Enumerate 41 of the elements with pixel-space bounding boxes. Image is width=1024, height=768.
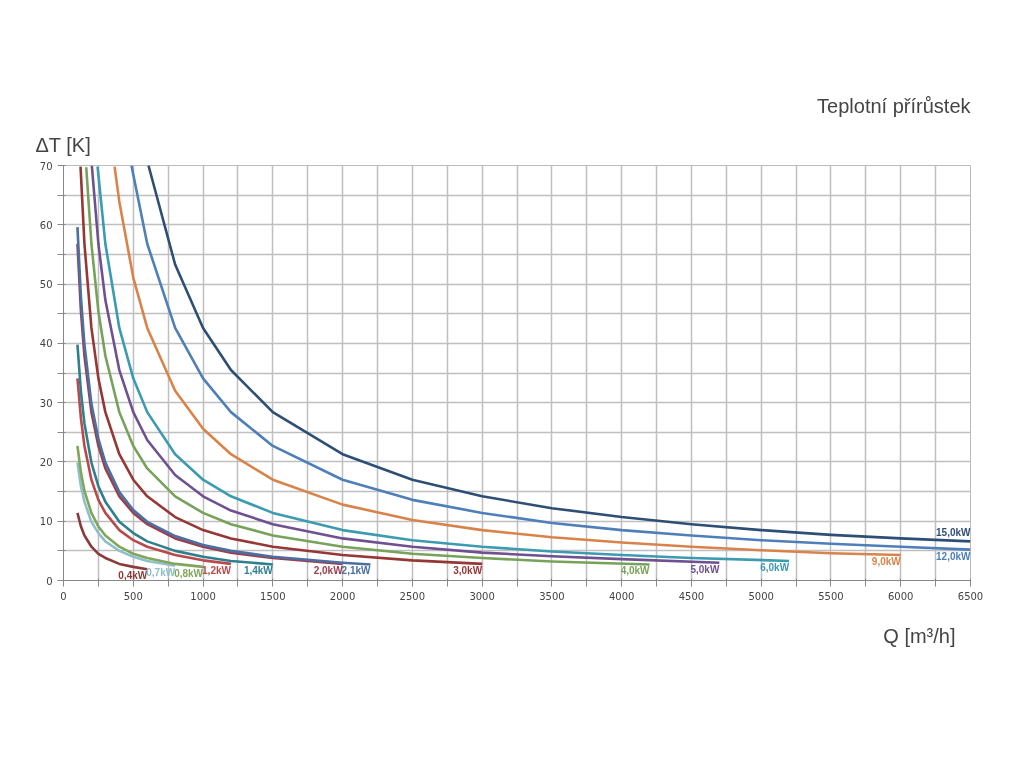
x-tick-label: 2500 <box>399 590 426 602</box>
series-label: 5,0kW <box>690 563 720 575</box>
y-tick-label: 20 <box>39 456 53 468</box>
series-label: 6,0kW <box>760 561 790 573</box>
x-tick-label: 3000 <box>469 590 495 602</box>
x-tick-label: 5000 <box>748 590 774 602</box>
x-tick-label: 6500 <box>957 590 984 602</box>
y-axis-title: ΔT [K] <box>35 133 91 156</box>
x-tick-label: 3500 <box>539 590 565 602</box>
y-tick-label: 0 <box>46 575 53 587</box>
series-label: 15,0kW <box>936 527 972 539</box>
line-series <box>76 377 233 566</box>
series-label: 3,0kW <box>453 564 483 576</box>
series-label: 0,8kW <box>174 567 204 579</box>
y-tick-label: 30 <box>39 397 53 409</box>
line-series <box>76 461 177 567</box>
y-tick-label: 60 <box>39 219 53 231</box>
y-tick-label: 40 <box>39 338 53 350</box>
line-series <box>76 343 275 566</box>
x-tick-label: 1500 <box>260 590 286 602</box>
series-label: 2,1kW <box>341 565 372 577</box>
series-label: 1,2kW <box>202 564 232 576</box>
series-label: 1,4kW <box>243 565 274 577</box>
line-series <box>79 165 484 566</box>
chart-title: Teplotní přírůstek <box>817 94 972 117</box>
series-label: 9,0kW <box>871 556 902 568</box>
y-tick-label: 50 <box>39 279 53 291</box>
x-tick-label: 6000 <box>888 590 914 602</box>
x-tick-label: 5500 <box>818 590 844 602</box>
x-tick-label: 4500 <box>678 590 705 602</box>
x-tick-label: 500 <box>123 590 143 602</box>
series-label: 0,4kW <box>118 570 148 582</box>
y-tick-label: 70 <box>39 160 53 172</box>
x-tick-label: 1000 <box>190 590 216 602</box>
x-tick-label: 2000 <box>329 590 356 602</box>
x-tick-label: 4000 <box>608 590 635 602</box>
x-tick-label: 0 <box>60 590 67 602</box>
x-axis-title: Q [m³/h] <box>883 624 956 647</box>
y-tick-label: 10 <box>39 516 53 528</box>
series-label: 4,0kW <box>620 565 651 577</box>
series-label: 12,0kW <box>936 550 972 562</box>
